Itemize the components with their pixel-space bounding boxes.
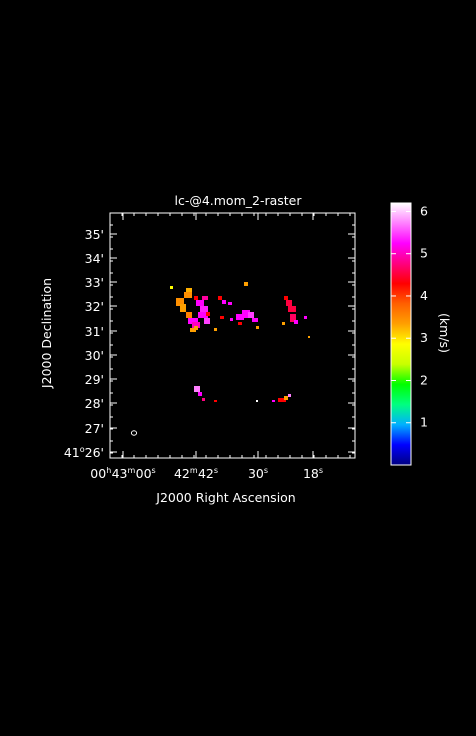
dec-tick-label: 32' — [85, 299, 104, 314]
raster-pixel — [294, 320, 298, 324]
raster-pixel — [214, 328, 217, 331]
raster-pixel — [238, 322, 242, 325]
raster-pixel — [188, 318, 198, 324]
ra-tick-label: 00h 43m 00s — [90, 466, 155, 481]
raster-pixel — [222, 300, 226, 304]
raster-pixel — [228, 302, 232, 305]
raster-pixel — [284, 296, 288, 300]
raster-pixel — [186, 312, 192, 318]
dec-tick-label: 33' — [85, 275, 104, 290]
dec-tick-label: 29' — [85, 372, 104, 387]
dec-tick-label: 28' — [85, 396, 104, 411]
raster-pixel — [204, 318, 210, 324]
axis-ticks — [110, 213, 355, 458]
raster-pixel — [282, 322, 285, 325]
dec-tick-label: 34' — [85, 251, 104, 266]
ra-tick-label: 42m 42s — [174, 466, 218, 481]
colorbar-tick-label: 3 — [420, 330, 428, 345]
dec-tick-label: 31' — [85, 324, 104, 339]
raster-pixel — [202, 398, 205, 401]
plot-title: lc-@4.mom_2-raster — [174, 193, 302, 208]
raster-pixel — [244, 282, 248, 286]
raster-pixel — [218, 296, 222, 300]
raster-pixel — [308, 336, 310, 338]
raster-pixel — [236, 314, 244, 320]
raster-pixel — [272, 400, 275, 402]
raster-pixel — [286, 300, 292, 306]
raster-pixel — [202, 296, 208, 300]
dec-tick-label: 30' — [85, 348, 104, 363]
colorbar-tick-label: 4 — [420, 288, 428, 303]
ra-tick-label: 30s — [248, 466, 268, 481]
dec-tick-label: 41o26' — [64, 445, 104, 460]
y-axis-label: J2000 Declination — [39, 278, 54, 389]
raster-pixel — [194, 386, 200, 392]
raster-pixel — [220, 316, 224, 319]
raster-pixel — [256, 400, 258, 402]
raster-image — [170, 282, 310, 402]
raster-pixel — [256, 326, 259, 329]
plot-frame — [109, 212, 356, 459]
raster-pixel — [180, 304, 186, 312]
dec-tick-label: 27' — [85, 421, 104, 436]
colorbar-tick-label: 5 — [420, 246, 428, 261]
raster-pixel — [206, 312, 210, 316]
raster-pixel — [198, 392, 202, 396]
colorbar-tick-label: 2 — [420, 372, 428, 387]
dec-tick-label: 35' — [85, 227, 104, 242]
raster-pixel — [198, 312, 208, 318]
raster-pixel — [170, 286, 173, 289]
raster-pixel — [284, 396, 288, 400]
raster-pixel — [200, 306, 208, 312]
beam-ellipse — [130, 430, 138, 436]
raster-pixel — [252, 318, 258, 322]
colorbar-label: (km/s) — [437, 313, 452, 353]
raster-pixel — [192, 322, 200, 328]
raster-pixel — [304, 316, 307, 319]
raster-pixel — [288, 306, 296, 312]
raster-pixel — [184, 292, 192, 298]
colorbar-tick-label: 1 — [420, 415, 428, 430]
raster-pixel — [190, 328, 196, 332]
colorbar — [390, 202, 412, 466]
ra-tick-labels: 00h 43m 00s 42m 42s 30s 18s — [90, 466, 323, 481]
raster-pixel — [290, 314, 296, 322]
raster-pixel — [214, 400, 217, 402]
x-axis-label: J2000 Right Ascension — [155, 490, 295, 505]
raster-pixel — [194, 326, 198, 330]
ra-tick-label: 18s — [303, 466, 323, 481]
raster-pixel — [176, 298, 184, 306]
colorbar-tick-label: 6 — [420, 203, 428, 218]
raster-pixel — [230, 318, 233, 321]
dec-tick-labels: 35' 34' 33' 32' 31' 30' 29' 28' 27' 41o26' — [64, 227, 104, 460]
raster-pixel — [194, 296, 198, 300]
raster-pixel — [248, 312, 254, 318]
raster-pixel — [196, 300, 204, 306]
raster-pixel — [242, 310, 250, 318]
raster-pixel — [288, 394, 291, 397]
raster-pixel — [186, 288, 192, 292]
raster-pixel — [278, 398, 286, 402]
colorbar-ticks: 1 2 3 4 5 6 — [391, 203, 428, 430]
